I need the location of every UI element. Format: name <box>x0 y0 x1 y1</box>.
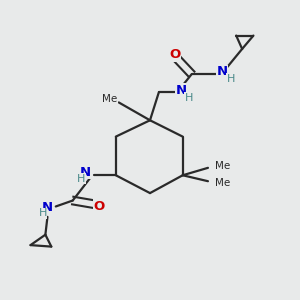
Text: N: N <box>217 65 228 78</box>
Text: H: H <box>77 174 85 184</box>
Text: H: H <box>38 208 47 218</box>
Text: Me: Me <box>215 178 230 188</box>
Text: Me: Me <box>102 94 118 104</box>
Text: N: N <box>176 84 187 97</box>
Text: H: H <box>185 93 194 103</box>
Text: O: O <box>94 200 105 213</box>
Text: O: O <box>169 48 180 62</box>
Text: N: N <box>80 166 91 179</box>
Text: H: H <box>227 74 235 84</box>
Text: N: N <box>42 202 53 214</box>
Text: Me: Me <box>215 161 230 171</box>
